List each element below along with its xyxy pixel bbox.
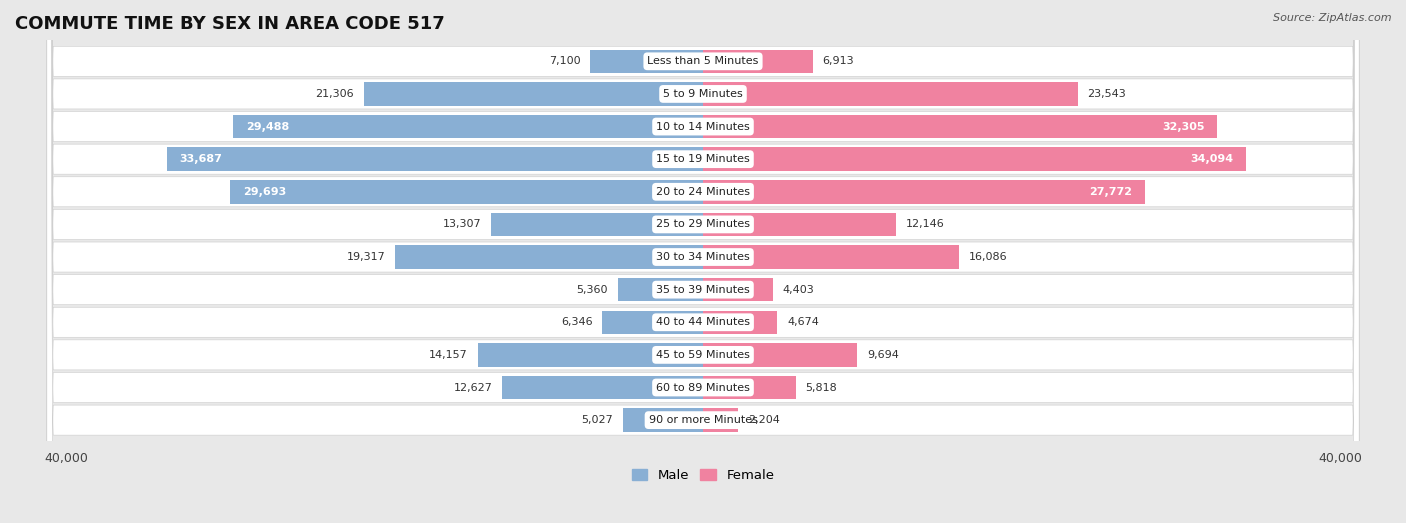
Text: 27,772: 27,772	[1090, 187, 1133, 197]
Bar	[703, 408, 738, 432]
Text: 23,543: 23,543	[1087, 89, 1126, 99]
Text: 25 to 29 Minutes: 25 to 29 Minutes	[657, 220, 749, 230]
Text: 20 to 24 Minutes: 20 to 24 Minutes	[657, 187, 749, 197]
Text: 4,674: 4,674	[787, 317, 818, 327]
Text: 14,157: 14,157	[429, 350, 468, 360]
Text: 4,403: 4,403	[783, 285, 814, 294]
Bar	[703, 50, 813, 73]
FancyBboxPatch shape	[46, 0, 1360, 523]
Text: 35 to 39 Minutes: 35 to 39 Minutes	[657, 285, 749, 294]
Bar	[364, 82, 703, 106]
Text: 12,627: 12,627	[454, 382, 492, 392]
Bar	[478, 343, 703, 367]
Bar	[703, 311, 778, 334]
Text: 15 to 19 Minutes: 15 to 19 Minutes	[657, 154, 749, 164]
Bar	[703, 82, 1078, 106]
FancyBboxPatch shape	[46, 0, 1360, 523]
Text: 21,306: 21,306	[315, 89, 354, 99]
Text: 5,360: 5,360	[576, 285, 607, 294]
FancyBboxPatch shape	[46, 0, 1360, 523]
Bar	[703, 180, 1146, 203]
Text: 45 to 59 Minutes: 45 to 59 Minutes	[657, 350, 749, 360]
Text: 29,693: 29,693	[243, 187, 285, 197]
Bar	[703, 213, 897, 236]
Bar	[703, 376, 796, 399]
Text: 9,694: 9,694	[868, 350, 898, 360]
Bar	[623, 408, 703, 432]
Bar	[703, 343, 858, 367]
FancyBboxPatch shape	[46, 0, 1360, 523]
Text: 32,305: 32,305	[1163, 121, 1205, 132]
FancyBboxPatch shape	[46, 0, 1360, 523]
Bar	[166, 147, 703, 171]
Text: 5 to 9 Minutes: 5 to 9 Minutes	[664, 89, 742, 99]
Text: 5,818: 5,818	[806, 382, 837, 392]
Text: 2,204: 2,204	[748, 415, 779, 425]
FancyBboxPatch shape	[46, 0, 1360, 523]
Bar	[617, 278, 703, 301]
Text: 60 to 89 Minutes: 60 to 89 Minutes	[657, 382, 749, 392]
Bar	[491, 213, 703, 236]
Text: COMMUTE TIME BY SEX IN AREA CODE 517: COMMUTE TIME BY SEX IN AREA CODE 517	[15, 15, 444, 33]
Bar	[502, 376, 703, 399]
Text: 13,307: 13,307	[443, 220, 481, 230]
Text: 5,027: 5,027	[582, 415, 613, 425]
Text: 40 to 44 Minutes: 40 to 44 Minutes	[657, 317, 749, 327]
Bar	[703, 278, 773, 301]
Text: 16,086: 16,086	[969, 252, 1007, 262]
Text: 30 to 34 Minutes: 30 to 34 Minutes	[657, 252, 749, 262]
Text: 6,346: 6,346	[561, 317, 592, 327]
Text: 19,317: 19,317	[347, 252, 385, 262]
Text: 6,913: 6,913	[823, 56, 855, 66]
Text: Less than 5 Minutes: Less than 5 Minutes	[647, 56, 759, 66]
Bar	[231, 180, 703, 203]
FancyBboxPatch shape	[46, 0, 1360, 523]
Bar	[591, 50, 703, 73]
FancyBboxPatch shape	[46, 0, 1360, 523]
FancyBboxPatch shape	[46, 0, 1360, 523]
Bar	[602, 311, 703, 334]
FancyBboxPatch shape	[46, 0, 1360, 523]
Bar	[703, 147, 1246, 171]
FancyBboxPatch shape	[46, 0, 1360, 523]
Legend: Male, Female: Male, Female	[626, 463, 780, 487]
Text: 10 to 14 Minutes: 10 to 14 Minutes	[657, 121, 749, 132]
Text: 29,488: 29,488	[246, 121, 290, 132]
Bar	[233, 115, 703, 138]
Text: 33,687: 33,687	[179, 154, 222, 164]
Text: 12,146: 12,146	[905, 220, 945, 230]
Text: 34,094: 34,094	[1189, 154, 1233, 164]
FancyBboxPatch shape	[46, 0, 1360, 523]
Text: 90 or more Minutes: 90 or more Minutes	[648, 415, 758, 425]
Bar	[703, 115, 1218, 138]
Bar	[703, 245, 959, 269]
Bar	[395, 245, 703, 269]
Text: 7,100: 7,100	[548, 56, 581, 66]
Text: Source: ZipAtlas.com: Source: ZipAtlas.com	[1274, 13, 1392, 23]
